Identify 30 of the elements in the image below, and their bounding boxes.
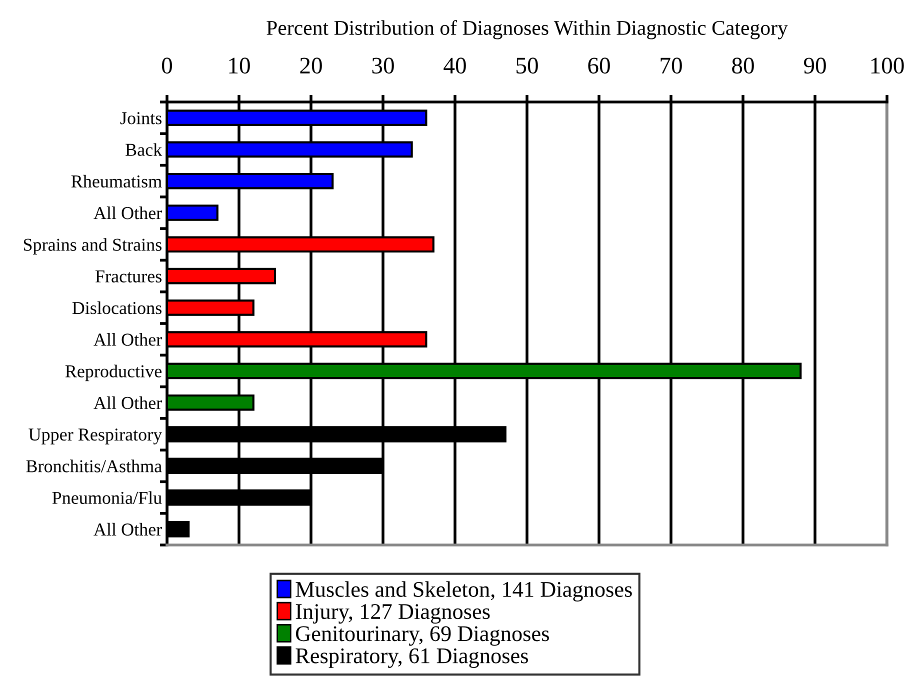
y-tick-label: Fractures bbox=[95, 270, 162, 282]
y-tick-label: Bronchitis/Asthma bbox=[26, 460, 162, 472]
x-tick-label: 0 bbox=[162, 58, 172, 74]
x-tick-label: 10 bbox=[229, 58, 250, 74]
y-tick-label: All Other bbox=[94, 522, 162, 536]
y-tick-label: Joints bbox=[120, 112, 162, 124]
y-tick-label: All Other bbox=[94, 396, 162, 410]
x-tick-label: 20 bbox=[300, 58, 322, 74]
x-tick-label: 50 bbox=[516, 58, 538, 74]
y-tick-label: Rheumatism bbox=[71, 174, 162, 188]
x-tick-label: 60 bbox=[588, 58, 610, 74]
y-tick-label: All Other bbox=[94, 206, 162, 220]
x-tick-label: 90 bbox=[804, 58, 826, 74]
y-tick-label: Reproductive bbox=[65, 364, 162, 382]
y-tick-label: All Other bbox=[94, 333, 162, 346]
x-axis-title: Percent Distribution of Diagnoses Within Diagnostic Category bbox=[266, 20, 788, 40]
y-tick-label: Pneumonia/Flu bbox=[52, 491, 162, 504]
x-tick-label: 80 bbox=[732, 58, 754, 74]
x-tick-label: 40 bbox=[444, 58, 466, 74]
x-tick-label: 30 bbox=[372, 58, 394, 74]
legend-label: Muscles and Skeleton, 141 Diagnoses bbox=[296, 581, 632, 602]
y-tick-label: Back bbox=[126, 143, 162, 156]
y-tick-label: Dislocations bbox=[72, 301, 162, 314]
legend-label: Genitourinary, 69 Diagnoses bbox=[296, 626, 549, 646]
legend-label: Respiratory, 61 Diagnoses bbox=[296, 648, 528, 668]
legend-label: Injury, 127 Diagnoses bbox=[296, 604, 490, 624]
x-tick-label: 70 bbox=[660, 58, 682, 74]
y-tick-label: Upper Respiratory bbox=[28, 428, 162, 444]
y-tick-label: Sprains and Strains bbox=[24, 238, 162, 255]
x-tick-label: 100 bbox=[871, 58, 904, 74]
